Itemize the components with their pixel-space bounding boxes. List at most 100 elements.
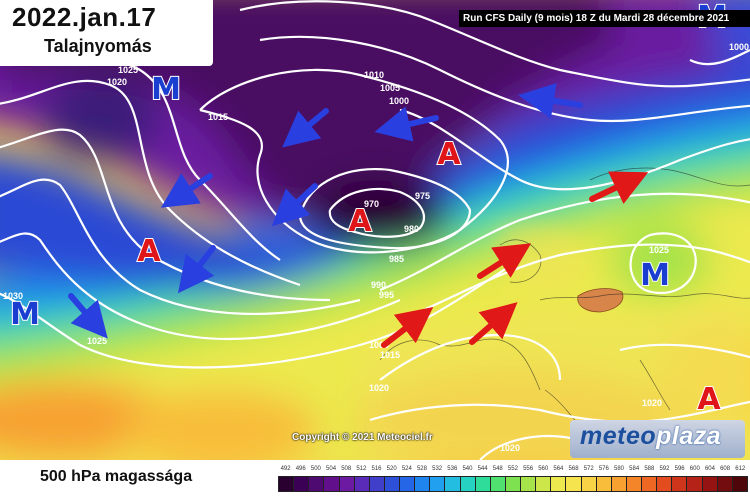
isobar-label: 995 [379, 290, 394, 300]
legend-color-cell [657, 477, 673, 491]
isobar-label: 1015 [380, 350, 400, 360]
legend-color-cell [672, 477, 688, 491]
legend-color-cell [596, 477, 612, 491]
legend-color-cell [581, 477, 597, 491]
isobar-label: 980 [404, 224, 419, 234]
height-field [0, 0, 750, 460]
cold-arrow [68, 293, 108, 339]
warm-arrow [477, 243, 532, 279]
isobars [0, 0, 750, 460]
legend-color-cell [354, 477, 370, 491]
legend-tick-label: 596 [674, 466, 685, 472]
legend-tick-label: 520 [386, 466, 397, 472]
legend-tick-label: 496 [295, 466, 306, 472]
legend-color-cell [626, 477, 642, 491]
legend-tick-label: 588 [644, 466, 655, 472]
cold-arrows [68, 83, 583, 339]
isobar-label: 1020 [369, 383, 389, 393]
legend-tick-label: 576 [598, 466, 609, 472]
legend-tick-label: 600 [689, 466, 700, 472]
warm-arrow [469, 302, 518, 345]
legend-color-cell [490, 477, 506, 491]
legend-tick-label: 608 [720, 466, 731, 472]
isobar-label: 985 [389, 254, 404, 264]
isobar-labels: 1025 1020 1015 1010 1005 1000 970 975 980 985 9909… [3, 42, 749, 453]
isobar-label: 1000 [369, 340, 389, 350]
legend-tick-label: 612 [735, 466, 746, 472]
low-pressure-marker: M [151, 72, 181, 107]
cold-arrow [271, 183, 318, 227]
legend-tick-label: 544 [477, 466, 488, 472]
weather-map: 1025 1020 1015 1010 1005 1000 970 975 980 985 990 9… [0, 0, 750, 460]
pressure-systems: MMMMAAAA [9, 0, 728, 418]
warm-arrow [589, 171, 649, 204]
warm-arrow [381, 307, 434, 348]
legend-color-cell [566, 477, 582, 491]
legend-tick-label: 540 [462, 466, 473, 472]
legend-tick-label: 532 [432, 466, 443, 472]
legend-tick-label: 568 [568, 466, 579, 472]
isobar-label: 970 [364, 199, 379, 209]
legend-color-cell [445, 477, 461, 491]
legend-color-cell [279, 477, 295, 491]
legend-color-cell [536, 477, 552, 491]
isobar-label: 1020 [500, 443, 520, 453]
legend-color-cell [369, 477, 385, 491]
map-subtitle: Talajnyomás [44, 36, 152, 56]
legend-tick-label: 572 [583, 466, 594, 472]
cold-arrow [518, 83, 583, 119]
low-pressure-marker: M [10, 297, 40, 332]
legend-tick-label: 564 [553, 466, 564, 472]
isobar-label: 990 [371, 280, 386, 290]
legend-color-cell [324, 477, 340, 491]
legend-color-cell [384, 477, 400, 491]
legend-ticks: 492 496 500 504 508 512 516 520 524 528 532 536 540 5… [278, 465, 748, 474]
isobar-label: 1030 [3, 291, 23, 301]
brand-accent: plaza [656, 422, 722, 450]
legend-color-cell [521, 477, 537, 491]
low-pressure-marker: M [640, 258, 670, 293]
legend-color-cell [732, 477, 747, 491]
high-pressure-marker: A [137, 234, 161, 269]
isobar-label: 1000 [729, 42, 749, 52]
layer-label: 500 hPa magassága [40, 468, 193, 485]
isobar-label: 1020 [107, 77, 127, 87]
high-pressure-marker: A [348, 204, 372, 239]
isobar-label: 975 [415, 191, 430, 201]
legend-tick-label: 524 [401, 466, 412, 472]
isobar-label: 1020 [642, 398, 662, 408]
legend-color-cell [339, 477, 355, 491]
legend-tick-label: 604 [704, 466, 715, 472]
isobar-label: 1005 [380, 83, 400, 93]
legend-tick-label: 560 [538, 466, 549, 472]
legend-color-cell [505, 477, 521, 491]
legend-tick-label: 508 [341, 466, 352, 472]
legend-tick-label: 552 [507, 466, 518, 472]
legend-tick-label: 536 [447, 466, 458, 472]
cold-arrow [160, 173, 213, 208]
brand-main: meteo [580, 422, 657, 450]
legend-color-cell [702, 477, 718, 491]
legend-color-cell [430, 477, 446, 491]
copyright-text: Copyright © 2021 Meteociel.fr [292, 432, 433, 443]
legend-tick-label: 584 [629, 466, 640, 472]
legend-color-cell [551, 477, 567, 491]
legend-color-cell [717, 477, 733, 491]
brand-logo[interactable]: meteoplaza [570, 420, 745, 458]
legend-tick-label: 592 [659, 466, 670, 472]
legend-tick-label: 500 [310, 466, 321, 472]
isobar-label: 1015 [208, 112, 228, 122]
legend-color-cell [642, 477, 658, 491]
legend-tick-label: 504 [326, 466, 337, 472]
legend-color-cell [460, 477, 476, 491]
legend-tick-label: 548 [492, 466, 503, 472]
legend-color-cell [687, 477, 703, 491]
cold-arrow [282, 108, 329, 148]
color-legend: 492 496 500 504 508 512 516 520 524 528 532 536 540 5… [278, 465, 748, 497]
legend-colorbar [278, 476, 748, 492]
legend-tick-label: 580 [614, 466, 625, 472]
legend-tick-label: 512 [356, 466, 367, 472]
legend-color-cell [400, 477, 416, 491]
legend-tick-label: 556 [523, 466, 534, 472]
isobar-label: 1025 [649, 245, 669, 255]
